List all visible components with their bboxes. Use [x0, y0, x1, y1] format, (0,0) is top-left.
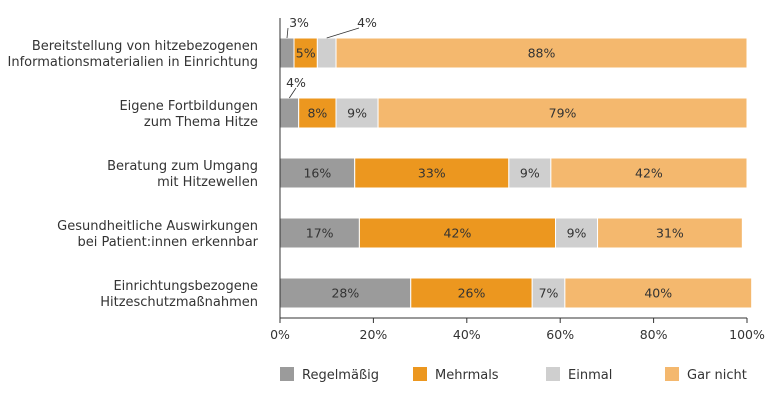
bar-segment	[564, 277, 753, 309]
category-label: bei Patient:innen erkennbar	[77, 235, 258, 250]
bar-segment	[550, 157, 748, 189]
x-tick-label: 60%	[546, 327, 574, 342]
callout-leader-line	[289, 87, 297, 99]
category-label: Informationsmaterialien in Einrichtung	[8, 55, 259, 70]
bar-segment	[531, 277, 566, 309]
bar-value-label: 9%	[347, 106, 367, 121]
category-labels: Bereitstellung von hitzebezogenenInforma…	[8, 39, 259, 310]
bar-segment	[279, 157, 356, 189]
bar-value-callout: 4%	[357, 15, 377, 30]
bar-value-label: 79%	[549, 106, 577, 121]
bar-value-label: 8%	[307, 106, 327, 121]
bar-segment	[335, 97, 379, 129]
legend-swatch	[546, 367, 560, 381]
bars-layer: 5% 88% 8% 9% 79% 16% 33% 9% 42% 17% 42% 9% 31% 28% 26%…	[279, 37, 753, 309]
bar-segment	[316, 37, 337, 69]
bar-value-label: 28%	[331, 286, 359, 301]
legend-label: Gar nicht	[687, 368, 747, 383]
legend-label: Mehrmals	[435, 368, 499, 383]
bar-value-label: 40%	[644, 286, 672, 301]
bar-segment	[279, 97, 300, 129]
bar-segment	[555, 217, 599, 249]
bar-segment	[354, 157, 510, 189]
bar-value-label: 7%	[539, 286, 559, 301]
bar-segment	[410, 277, 533, 309]
legend: Regelmäßig Mehrmals Einmal Gar nicht	[280, 367, 747, 383]
bar-segment	[298, 97, 337, 129]
legend-label: Regelmäßig	[302, 368, 379, 383]
x-tick-label: 100%	[729, 327, 765, 342]
bar-segment	[279, 37, 295, 69]
bar-value-label: 9%	[567, 226, 587, 241]
x-tick-label: 40%	[453, 327, 481, 342]
bar-value-label: 42%	[444, 226, 472, 241]
bar-value-callout: 4%	[286, 75, 306, 90]
legend-swatch	[665, 367, 679, 381]
x-tick-label: 20%	[360, 327, 388, 342]
bar-value-callout: 3%	[289, 15, 309, 30]
bar-value-label: 16%	[303, 166, 331, 181]
callout-leader-line	[326, 27, 360, 39]
bar-segment	[597, 217, 743, 249]
category-label: Hitzeschutzmaßnahmen	[100, 295, 258, 310]
bar-value-label: 9%	[520, 166, 540, 181]
bar-segment	[335, 37, 748, 69]
bar-segment	[358, 217, 557, 249]
x-axis: 0% 20% 40% 60% 80% 100%	[270, 18, 765, 342]
legend-swatch	[280, 367, 294, 381]
category-label: Bereitstellung von hitzebezogenen	[32, 39, 258, 54]
legend-swatch	[413, 367, 427, 381]
bar-value-label: 17%	[306, 226, 334, 241]
legend-label: Einmal	[568, 368, 612, 383]
bar-value-label: 26%	[458, 286, 486, 301]
bar-segment	[377, 97, 748, 129]
bar-value-label: 33%	[418, 166, 446, 181]
bar-value-label: 5%	[296, 46, 316, 61]
bar-value-label: 42%	[635, 166, 663, 181]
category-label: zum Thema Hitze	[144, 115, 258, 130]
category-label: Gesundheitliche Auswirkungen	[57, 219, 258, 234]
category-label: Beratung zum Umgang	[107, 159, 258, 174]
category-label: mit Hitzewellen	[157, 175, 258, 190]
x-tick-label: 0%	[270, 327, 290, 342]
callout-leader-line	[286, 27, 289, 39]
bar-value-label: 88%	[528, 46, 556, 61]
category-label: Eigene Fortbildungen	[119, 99, 258, 114]
bar-value-label: 31%	[656, 226, 684, 241]
callouts-layer: 3% 4% 4%	[286, 15, 377, 99]
x-tick-label: 80%	[640, 327, 668, 342]
category-label: Einrichtungsbezogene	[113, 279, 258, 294]
